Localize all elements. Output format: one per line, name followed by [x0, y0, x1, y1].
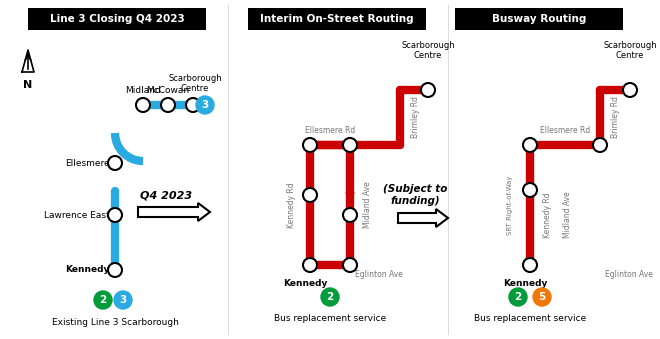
Text: Scarborough
Centre: Scarborough Centre [603, 41, 657, 60]
Bar [455, 8, 623, 30]
FancyArrow shape [138, 203, 210, 221]
Circle shape [343, 258, 357, 272]
Circle shape [421, 83, 435, 97]
Text: Line 3 Closing Q4 2023: Line 3 Closing Q4 2023 [50, 14, 184, 24]
Text: Eglinton Ave: Eglinton Ave [605, 270, 653, 279]
Text: Existing Line 3 Scarborough: Existing Line 3 Scarborough [51, 318, 178, 327]
Circle shape [196, 96, 214, 114]
Text: Kennedy: Kennedy [65, 265, 110, 275]
Text: Kennedy Rd: Kennedy Rd [543, 192, 552, 238]
Text: Kennedy: Kennedy [503, 279, 547, 288]
Circle shape [108, 208, 122, 222]
Circle shape [94, 291, 112, 309]
Circle shape [523, 183, 537, 197]
Text: SRT Right-of-Way: SRT Right-of-Way [507, 175, 513, 235]
Text: 3: 3 [201, 100, 209, 110]
Text: Scarborough
Centre: Scarborough Centre [168, 74, 222, 93]
Text: Eglinton Ave: Eglinton Ave [355, 270, 403, 279]
Text: Ellesmere Rd: Ellesmere Rd [540, 126, 590, 135]
Text: Lawrence East: Lawrence East [44, 211, 110, 219]
Circle shape [523, 138, 537, 152]
Text: Scarborough
Centre: Scarborough Centre [401, 41, 455, 60]
Text: N: N [23, 80, 32, 90]
Circle shape [186, 98, 200, 112]
Text: Busway Routing: Busway Routing [492, 14, 586, 24]
Circle shape [533, 288, 551, 306]
Circle shape [108, 263, 122, 277]
Circle shape [114, 291, 132, 309]
Text: Q4 2023: Q4 2023 [140, 190, 192, 200]
Circle shape [303, 188, 317, 202]
Text: Ellesmere Rd: Ellesmere Rd [305, 126, 355, 135]
Text: Bus replacement service: Bus replacement service [474, 314, 586, 323]
Text: Kennedy: Kennedy [283, 279, 327, 288]
Text: Midland: Midland [125, 86, 161, 95]
Text: 2: 2 [514, 292, 521, 302]
Text: Midland Ave: Midland Ave [564, 192, 572, 238]
Circle shape [303, 258, 317, 272]
Text: Midland Ave: Midland Ave [364, 182, 372, 228]
Circle shape [523, 258, 537, 272]
Text: (Subject to
funding): (Subject to funding) [383, 184, 447, 206]
Circle shape [509, 288, 527, 306]
FancyArrow shape [398, 209, 448, 227]
Text: 3: 3 [119, 295, 127, 305]
Text: Kennedy Rd: Kennedy Rd [288, 182, 296, 228]
Bar [28, 8, 206, 30]
Circle shape [593, 138, 607, 152]
Circle shape [321, 288, 339, 306]
Text: Brimley Rd: Brimley Rd [610, 96, 620, 138]
Text: McCowan: McCowan [147, 86, 189, 95]
Text: 2: 2 [327, 292, 333, 302]
Text: Ellesmere: Ellesmere [65, 159, 110, 167]
Circle shape [343, 138, 357, 152]
Text: Bus replacement service: Bus replacement service [274, 314, 386, 323]
Circle shape [136, 98, 150, 112]
Circle shape [343, 208, 357, 222]
Text: Brimley Rd: Brimley Rd [411, 96, 420, 138]
Circle shape [623, 83, 637, 97]
Circle shape [108, 156, 122, 170]
Circle shape [303, 138, 317, 152]
Text: 2: 2 [100, 295, 107, 305]
Text: 5: 5 [539, 292, 546, 302]
Bar [248, 8, 426, 30]
Circle shape [161, 98, 175, 112]
Text: Interim On-Street Routing: Interim On-Street Routing [260, 14, 414, 24]
